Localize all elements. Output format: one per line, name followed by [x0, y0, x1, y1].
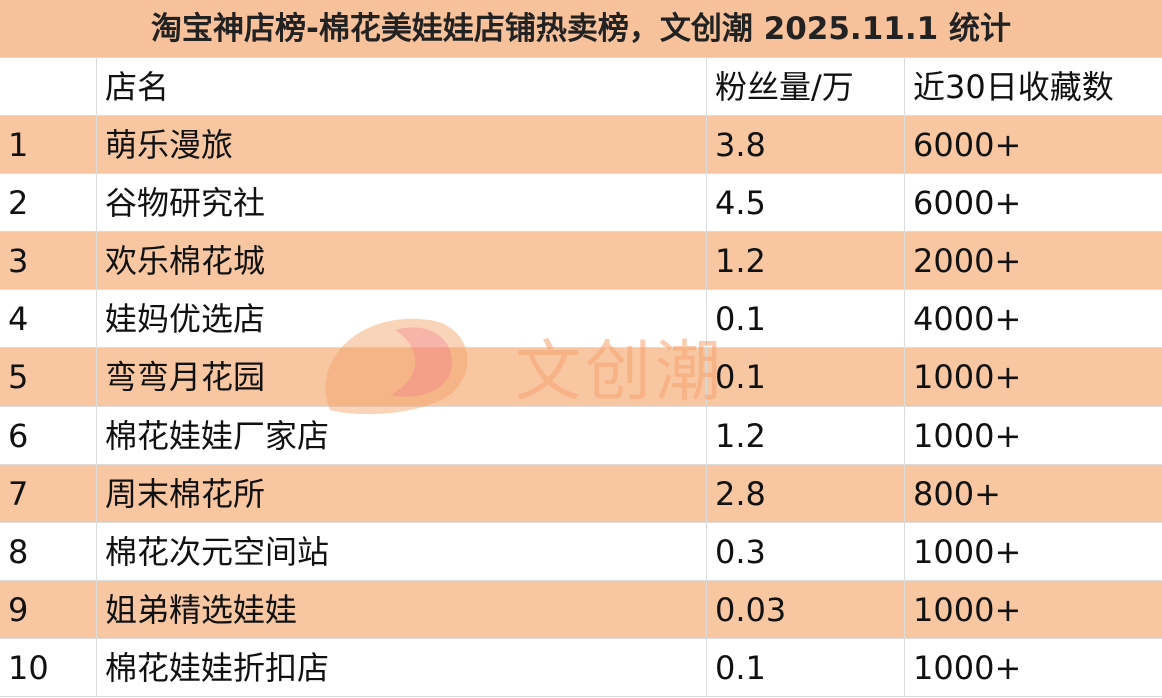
table-cell: 娃妈优选店 [97, 290, 707, 348]
table-cell: 1 [0, 116, 97, 174]
table-row: 5 弯弯月花园 0.1 1000+ [0, 348, 1162, 407]
table-cell: 4.5 [707, 174, 905, 232]
table-cell: 棉花娃娃折扣店 [97, 638, 707, 697]
table-cell: 周末棉花所 [97, 464, 707, 522]
table-cell: 1000+ [913, 590, 1022, 629]
table-cell: 1.2 [707, 406, 905, 464]
table-cell: 6 [0, 406, 97, 464]
table-row: 8 棉花次元空间站 0.3 1000+ [0, 522, 1162, 581]
table-cell: 7 [0, 464, 97, 522]
table-cell: 6000+ [913, 184, 1022, 223]
table-row: 1 萌乐漫旅 3.8 6000+ [0, 116, 1162, 175]
table-cell: 3.8 [707, 116, 905, 174]
table-cell: 0.1 [707, 348, 905, 406]
table-cell: 弯弯月花园 [97, 348, 707, 406]
table-cell: 棉花次元空间站 [97, 522, 707, 580]
header-row: 店名 粉丝量/万 近30日收藏数 [0, 58, 1162, 117]
table-cell: 2000+ [913, 242, 1022, 281]
table-cell: 姐弟精选娃娃 [97, 580, 707, 638]
table-cell: 9 [0, 580, 97, 638]
column-header: 近30日收藏数 [913, 68, 1114, 106]
table: 店名 粉丝量/万 近30日收藏数 1 萌乐漫旅 3.8 6000+ 2 谷物研究社 4.5 6000… [0, 58, 1162, 698]
table-row: 7 周末棉花所 2.8 800+ [0, 464, 1162, 523]
table-cell: 1.2 [707, 232, 905, 290]
table-cell: 棉花娃娃厂家店 [97, 406, 707, 464]
column-header: 店名 [97, 58, 707, 116]
table-cell: 5 [0, 348, 97, 406]
table-cell: 800+ [913, 474, 1001, 513]
table-row: 2 谷物研究社 4.5 6000+ [0, 174, 1162, 233]
table-row: 10 棉花娃娃折扣店 0.1 1000+ [0, 638, 1162, 698]
table-cell: 8 [0, 522, 97, 580]
title: 淘宝神店榜-棉花美娃娃店铺热卖榜，文创潮 2025.11.1 统计 [0, 0, 1162, 58]
table-cell: 0.1 [707, 290, 905, 348]
table-row: 6 棉花娃娃厂家店 1.2 1000+ [0, 406, 1162, 465]
table-cell: 谷物研究社 [97, 174, 707, 232]
column-header [0, 58, 97, 116]
table-cell: 1000+ [913, 416, 1022, 455]
table-cell: 0.3 [707, 522, 905, 580]
table-cell: 1000+ [913, 358, 1022, 397]
table-cell: 6000+ [913, 126, 1022, 165]
table-cell: 0.1 [707, 638, 905, 697]
table-row: 9 姐弟精选娃娃 0.03 1000+ [0, 580, 1162, 639]
table-row: 3 欢乐棉花城 1.2 2000+ [0, 232, 1162, 291]
table-cell: 10 [0, 638, 97, 697]
table-cell: 4000+ [913, 300, 1022, 339]
table-cell: 1000+ [913, 532, 1022, 571]
column-header: 粉丝量/万 [707, 58, 905, 116]
table-cell: 2 [0, 174, 97, 232]
table-cell: 3 [0, 232, 97, 290]
table-row: 4 娃妈优选店 0.1 4000+ [0, 290, 1162, 349]
table-cell: 萌乐漫旅 [97, 116, 707, 174]
table-cell: 欢乐棉花城 [97, 232, 707, 290]
table-cell: 1000+ [913, 648, 1022, 687]
table-cell: 0.03 [707, 580, 905, 638]
table-cell: 2.8 [707, 464, 905, 522]
table-cell: 4 [0, 290, 97, 348]
